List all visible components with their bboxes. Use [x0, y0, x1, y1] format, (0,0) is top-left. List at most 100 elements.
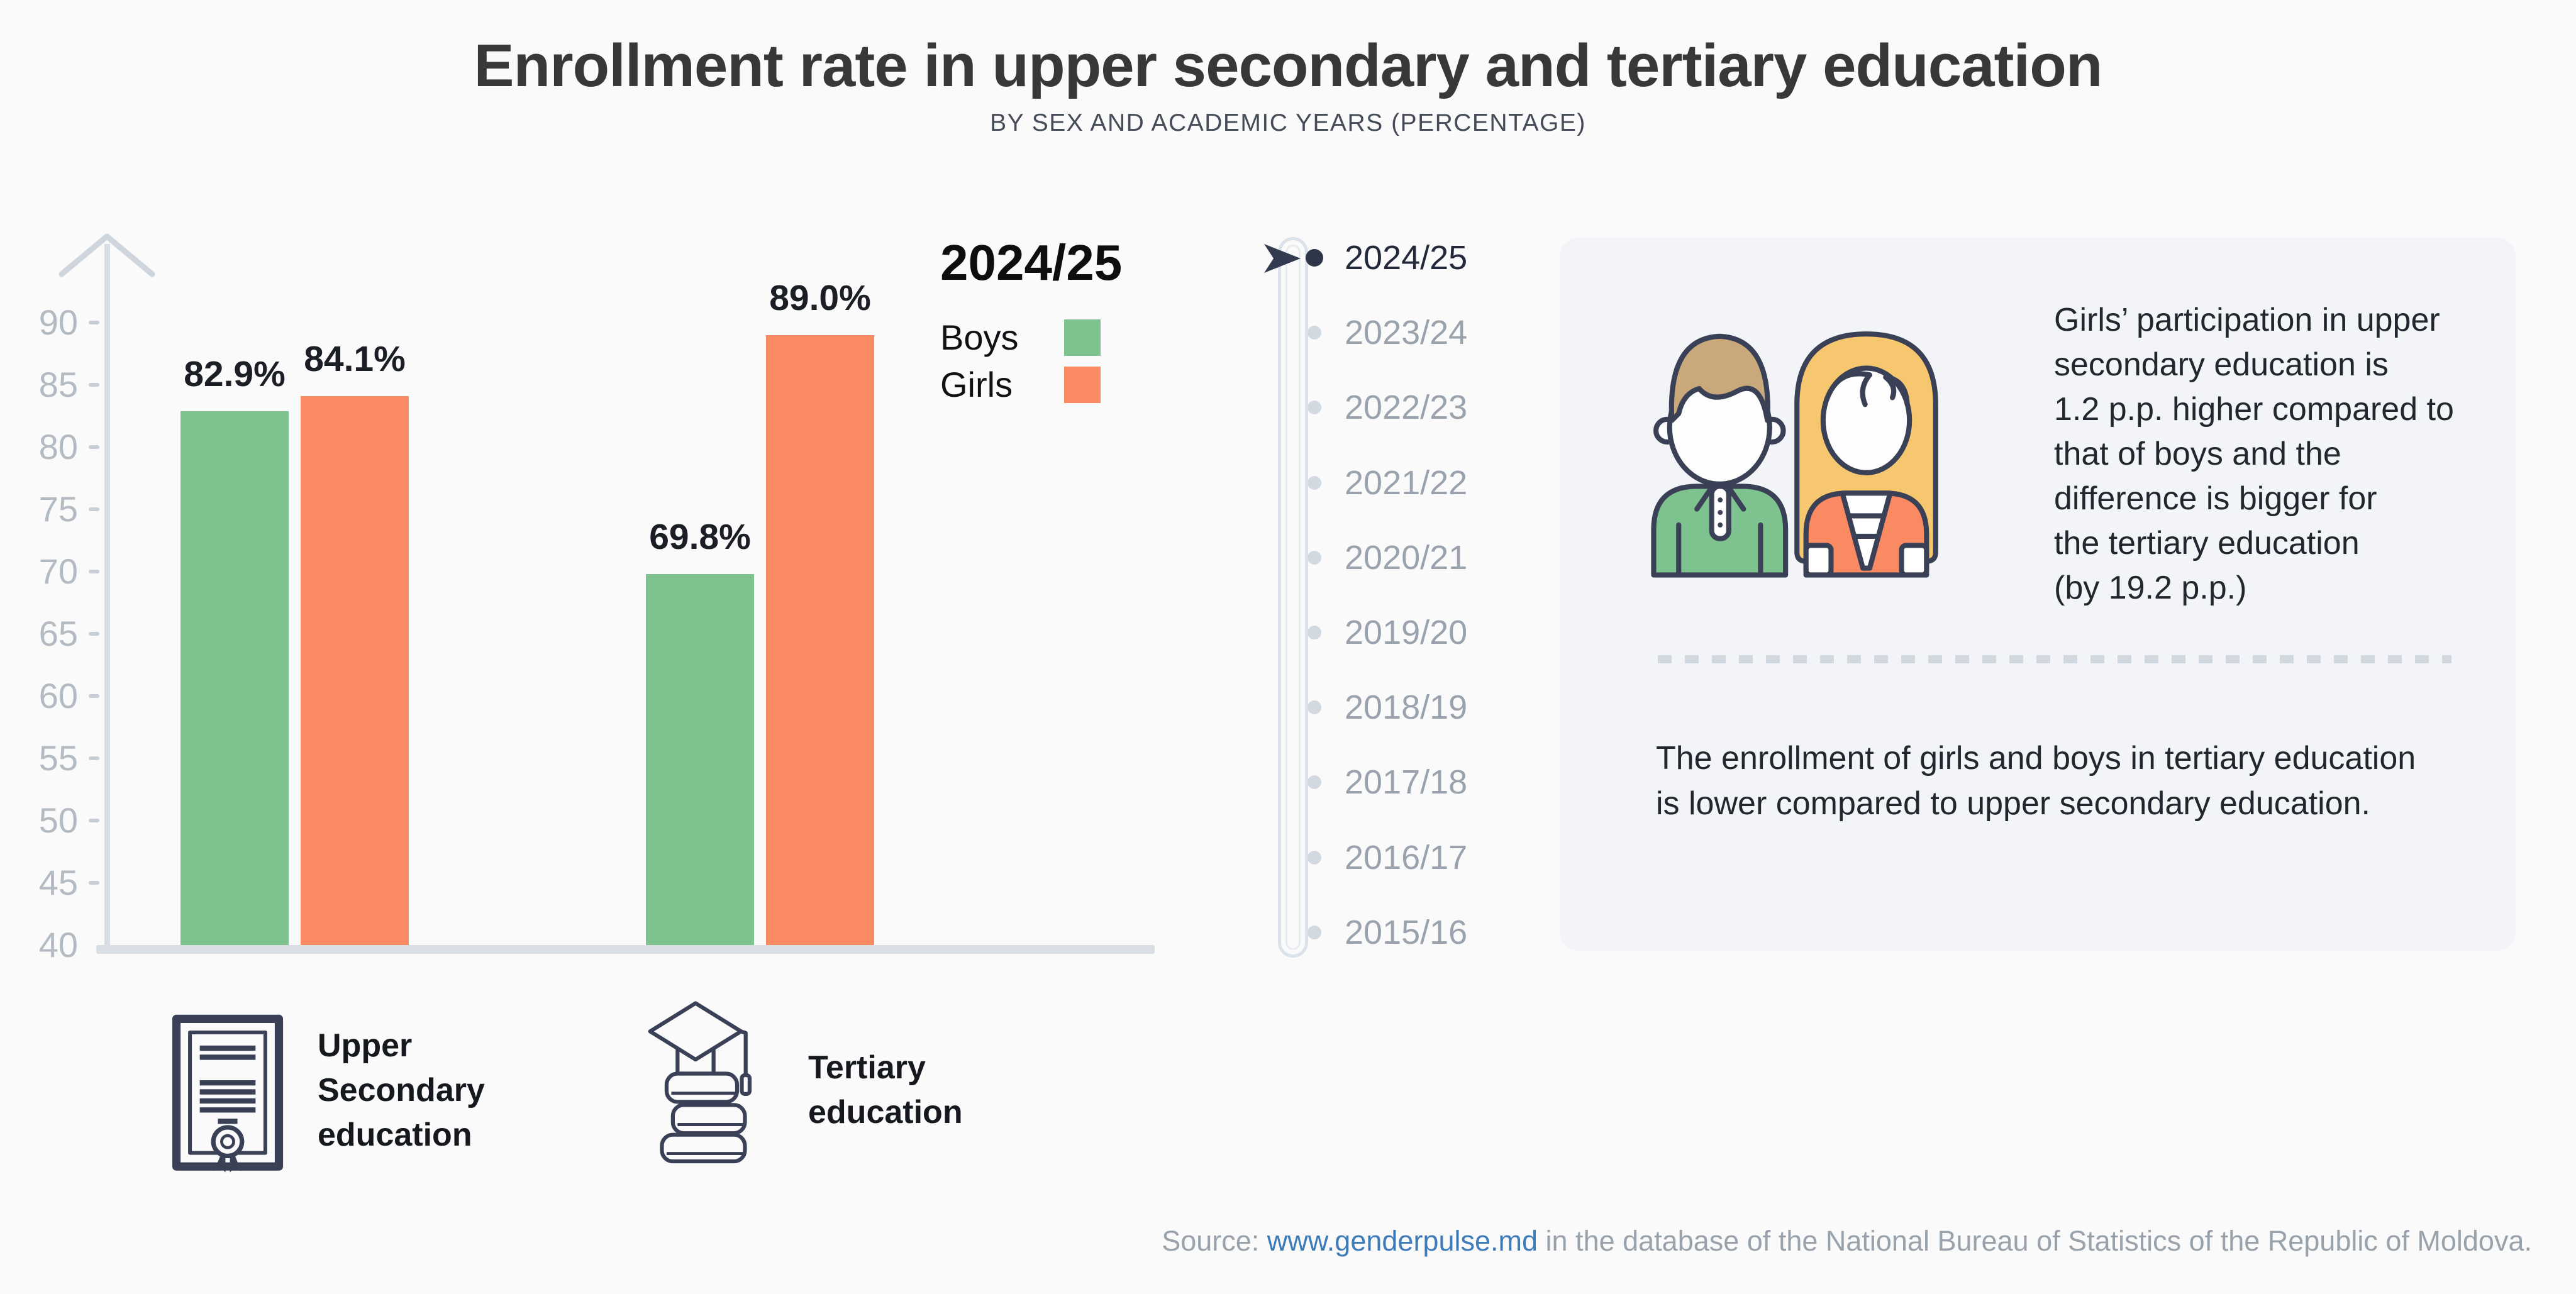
- y-tick-label-70: 70: [38, 551, 78, 591]
- girls-color-swatch: [1064, 367, 1101, 403]
- timeline-year-dot[interactable]: [1307, 925, 1321, 939]
- timeline-year-dot[interactable]: [1307, 475, 1321, 490]
- timeline-year-dot[interactable]: [1307, 550, 1321, 565]
- timeline-year-label: 2020/21: [1345, 538, 1468, 577]
- dashed-divider: [1658, 655, 2451, 663]
- y-tick-label-90: 90: [38, 302, 78, 342]
- insight-paragraph-2: The enrollment of girls and boys in tert…: [1656, 736, 2502, 826]
- y-tick-label-50: 50: [38, 800, 78, 840]
- timeline-year-label: 2017/18: [1345, 763, 1468, 802]
- timeline-year-2020-21[interactable]: 2020/21: [1264, 535, 1629, 580]
- bar-boys-tertiary-education: [646, 573, 754, 945]
- legend-label-girls: Girls: [940, 365, 1013, 404]
- chart-legend: 2024/25 Boys Girls: [940, 234, 1154, 435]
- insight-paragraph-1: Girls’ participation in upper secondary …: [2054, 298, 2494, 611]
- year-timeline: 2024/25 2023/24 2022/23 2021/22 2020/21 2019/…: [1264, 236, 1641, 971]
- page-title: Enrollment rate in upper secondary and t…: [474, 32, 2103, 99]
- timeline-year-label: 2016/17: [1345, 838, 1468, 876]
- insight-line: (by 19.2 p.p.): [2054, 570, 2247, 606]
- legend-item-boys: Boys: [940, 318, 1116, 357]
- graduation-books-icon: [629, 998, 762, 1164]
- y-tick-label-45: 45: [38, 863, 78, 902]
- girl-figure: [1794, 331, 1938, 578]
- y-tick-label-60: 60: [38, 676, 78, 716]
- y-tick-label-85: 85: [38, 365, 78, 404]
- bar-value-label-boys-upper-secondary-education: 82.9%: [184, 353, 286, 394]
- timeline-year-2015-16[interactable]: 2015/16: [1264, 910, 1629, 955]
- timeline-year-label: 2021/22: [1345, 463, 1468, 502]
- bar-value-label-girls-upper-secondary-education: 84.1%: [304, 338, 406, 379]
- insight-line: that of boys and the: [2054, 436, 2341, 472]
- y-tick-label-75: 75: [38, 489, 78, 529]
- timeline-year-label: 2023/24: [1345, 314, 1468, 352]
- boy-figure: [1651, 333, 1789, 578]
- page-subtitle: BY SEX AND ACADEMIC YEARS (PERCENTAGE): [990, 109, 1586, 136]
- bar-girls-upper-secondary-education: [301, 395, 409, 945]
- timeline-year-label: 2024/25: [1345, 239, 1468, 277]
- y-tick-label-55: 55: [38, 738, 78, 778]
- certificate-icon: [171, 1014, 284, 1173]
- timeline-year-dot[interactable]: [1307, 850, 1321, 865]
- timeline-year-label: 2022/23: [1345, 389, 1468, 427]
- legend-item-girls: Girls: [940, 365, 1116, 404]
- timeline-year-2021-22[interactable]: 2021/22: [1264, 460, 1629, 506]
- source-note: Source: www.genderpulse.md in the databa…: [1162, 1225, 2532, 1258]
- timeline-year-dot[interactable]: [1307, 775, 1321, 790]
- y-tick-mark-75: [89, 507, 99, 511]
- y-axis-arrow-icon: [57, 231, 157, 279]
- timeline-year-2018-19[interactable]: 2018/19: [1264, 685, 1629, 730]
- timeline-year-2023-24[interactable]: 2023/24: [1264, 310, 1629, 355]
- y-tick-mark-80: [89, 445, 99, 449]
- y-tick-mark-70: [89, 570, 99, 573]
- y-axis-line: [104, 244, 110, 952]
- source-prefix: Source:: [1162, 1225, 1267, 1257]
- timeline-year-dot[interactable]: [1307, 626, 1321, 639]
- insight-line: secondary education is: [2054, 346, 2389, 383]
- bar-boys-upper-secondary-education: [180, 411, 289, 945]
- x-axis-baseline: [96, 945, 1155, 954]
- y-tick-label-40: 40: [38, 925, 78, 965]
- source-link[interactable]: www.genderpulse.md: [1267, 1225, 1538, 1257]
- insight-line: Girls’ participation in upper: [2054, 302, 2440, 338]
- timeline-year-dot[interactable]: [1307, 326, 1321, 340]
- legend-label-boys: Boys: [940, 318, 1019, 357]
- y-tick-mark-45: [89, 881, 99, 885]
- bar-girls-tertiary-education: [766, 335, 874, 945]
- timeline-year-2019-20[interactable]: 2019/20: [1264, 610, 1629, 655]
- category-label-tertiary: Tertiary education: [808, 1049, 963, 1131]
- timeline-year-2017-18[interactable]: 2017/18: [1264, 760, 1629, 805]
- timeline-track[interactable]: [1278, 237, 1308, 958]
- timeline-year-dot[interactable]: [1306, 249, 1323, 267]
- insight-line: the tertiary education: [2054, 525, 2360, 561]
- bar-value-label-boys-tertiary-education: 69.8%: [649, 516, 751, 557]
- timeline-cursor-icon: [1264, 243, 1302, 274]
- timeline-year-label: 2019/20: [1345, 614, 1468, 651]
- boy-girl-illustration: [1645, 323, 1940, 578]
- y-tick-mark-85: [89, 383, 99, 387]
- y-tick-mark-90: [89, 321, 99, 324]
- timeline-year-label: 2015/16: [1345, 913, 1468, 951]
- timeline-year-2024-25[interactable]: 2024/25: [1264, 235, 1629, 280]
- timeline-year-dot[interactable]: [1307, 700, 1321, 715]
- category-label-upper-secondary: Upper Secondary education: [318, 1027, 485, 1153]
- source-suffix: in the database of the National Bureau o…: [1538, 1225, 2532, 1257]
- insight-line: difference is bigger for: [2054, 480, 2377, 517]
- bar-value-label-girls-tertiary-education: 89.0%: [769, 277, 871, 318]
- y-tick-mark-65: [89, 632, 99, 636]
- legend-year-title: 2024/25: [940, 235, 1123, 290]
- timeline-year-label: 2018/19: [1345, 688, 1468, 727]
- y-tick-label-80: 80: [38, 427, 78, 467]
- timeline-year-2022-23[interactable]: 2022/23: [1264, 385, 1629, 430]
- y-tick-mark-55: [89, 756, 99, 760]
- boys-color-swatch: [1064, 319, 1101, 356]
- insight-line: is lower compared to upper secondary edu…: [1656, 785, 2370, 822]
- insight-line: The enrollment of girls and boys in tert…: [1656, 740, 2416, 777]
- y-tick-mark-50: [89, 819, 99, 822]
- timeline-year-dot[interactable]: [1307, 401, 1321, 415]
- insight-line: 1.2 p.p. higher compared to: [2054, 391, 2454, 428]
- timeline-year-2016-17[interactable]: 2016/17: [1264, 835, 1629, 880]
- y-tick-mark-60: [89, 694, 99, 698]
- insight-panel: Girls’ participation in upper secondary …: [1560, 238, 2516, 951]
- y-tick-label-65: 65: [38, 614, 78, 653]
